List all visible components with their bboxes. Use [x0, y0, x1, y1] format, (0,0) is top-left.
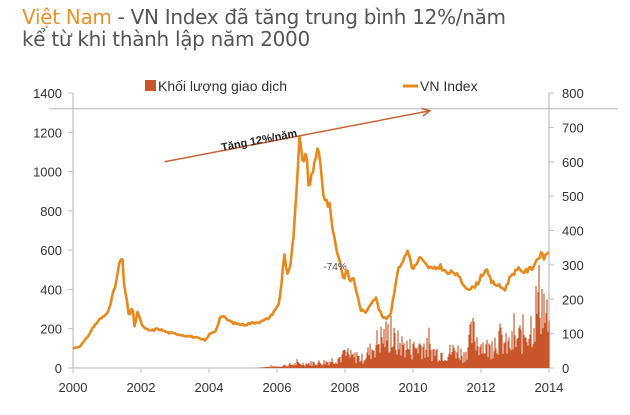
left-axis-label: 1000	[33, 165, 62, 180]
volume-bars	[259, 264, 550, 368]
vn-index-line	[72, 135, 550, 350]
left-axis-label: 0	[55, 361, 62, 376]
title-line1: - VN Index đã tăng trung bình 12%/năm	[111, 5, 506, 29]
x-axis-label: 2004	[195, 380, 224, 395]
right-axis-label: 700	[562, 120, 584, 135]
x-axis-label: 2000	[59, 380, 88, 395]
legend-volume-swatch	[145, 80, 156, 91]
vn-index-polyline	[72, 135, 550, 350]
drawdown-label: -74%	[323, 262, 346, 273]
right-axis-label: 400	[562, 224, 584, 239]
title-line2: kể từ khi thành lập năm 2000	[22, 27, 310, 51]
legend-volume-label: Khối lượng giao dịch	[158, 78, 287, 94]
right-axis-label: 300	[562, 258, 584, 273]
trend-arrow-line	[164, 109, 431, 163]
title-accent: Việt Nam	[22, 5, 112, 29]
right-axis-label: 800	[562, 86, 584, 101]
legend-index-label: VN Index	[420, 78, 478, 94]
x-axis-label: 2010	[399, 380, 428, 395]
right-axis-label: 200	[562, 292, 584, 307]
legend: Khối lượng giao dịch VN Index	[145, 78, 478, 94]
left-axis-label: 1200	[33, 125, 62, 140]
left-axis-label: 400	[40, 282, 62, 297]
x-axis-label: 2012	[467, 380, 496, 395]
x-axis-label: 2002	[127, 380, 156, 395]
left-axis-label: 1400	[33, 86, 62, 101]
left-axis-label: 600	[40, 243, 62, 258]
trend-arrow-head	[421, 107, 432, 117]
right-axis-label: 100	[562, 327, 584, 342]
x-axis-label: 2014	[535, 380, 564, 395]
x-axis-label: 2006	[263, 380, 292, 395]
left-axis-label: 200	[40, 322, 62, 337]
right-axis-label: 500	[562, 189, 584, 204]
trend-arrow	[164, 107, 432, 163]
left-axis-label: 800	[40, 204, 62, 219]
chart-title: Việt Nam - VN Index đã tăng trung bình 1…	[22, 6, 622, 50]
x-axis-label: 2008	[331, 380, 360, 395]
trend-label: Tăng 12%/năm	[220, 128, 298, 154]
right-axis-label: 600	[562, 155, 584, 170]
right-axis-label: 0	[562, 361, 569, 376]
volume-bar-series	[259, 264, 550, 368]
